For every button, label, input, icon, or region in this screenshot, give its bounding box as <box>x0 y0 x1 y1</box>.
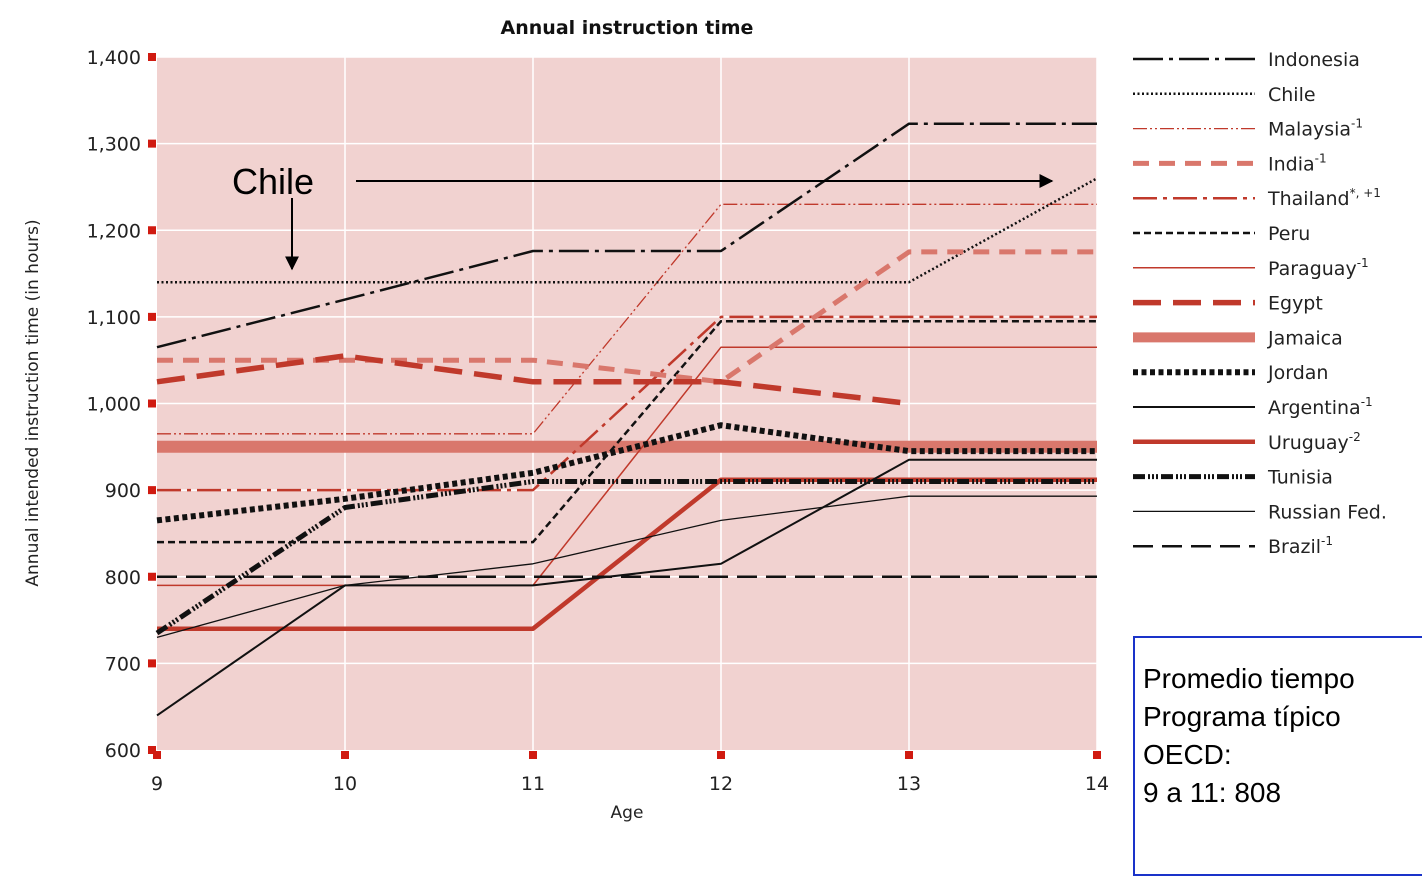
note-line-1: Promedio tiempo <box>1143 663 1355 694</box>
legend-label: Paraguay-1 <box>1268 256 1369 280</box>
series-line-egypt <box>156 353 910 407</box>
y-tick-label: 1,000 <box>87 394 141 416</box>
x-tick-label: 14 <box>1085 773 1109 795</box>
legend-label: Uruguay-2 <box>1268 430 1361 454</box>
legend-label: Argentina-1 <box>1268 395 1373 419</box>
legend-label: Jordan <box>1267 362 1328 384</box>
legend-name: Argentina <box>1268 397 1361 419</box>
y-tick-label: 600 <box>105 740 141 762</box>
legend-label: Malaysia-1 <box>1268 117 1363 141</box>
y-tick-label: 900 <box>105 480 141 502</box>
legend-superscript: -1 <box>1321 534 1333 548</box>
y-tick-mark <box>148 659 156 668</box>
legend-superscript: *, +1 <box>1350 186 1381 200</box>
x-tick-mark <box>717 751 725 759</box>
legend-label: Brazil-1 <box>1268 534 1333 558</box>
x-tick-label: 9 <box>151 773 163 795</box>
y-tick-mark <box>148 139 156 148</box>
x-tick-label: 12 <box>709 773 733 795</box>
x-tick-mark <box>1093 751 1101 759</box>
series-line-chile <box>157 177 1098 284</box>
y-tick-mark <box>148 572 156 581</box>
legend-label: Tunisia <box>1267 467 1333 489</box>
legend-label: Indonesia <box>1268 49 1360 71</box>
legend-superscript: -1 <box>1315 151 1327 165</box>
legend-superscript: -1 <box>1357 256 1369 270</box>
legend-name: Russian Fed. <box>1268 501 1387 523</box>
x-axis-title: Age <box>611 803 644 823</box>
series-lines <box>155 122 1098 717</box>
y-tick-mark <box>148 53 156 61</box>
legend-superscript: -2 <box>1349 430 1361 444</box>
y-axis-title: Annual intended instruction time (in hou… <box>23 219 43 586</box>
legend-name: Brazil <box>1268 536 1321 558</box>
legend-name: Egypt <box>1268 293 1323 315</box>
legend-label: Chile <box>1268 84 1316 106</box>
legend-superscript: -1 <box>1351 117 1363 131</box>
chile-annotation-label: Chile <box>232 161 314 202</box>
legend-name: Jordan <box>1267 362 1328 384</box>
x-tick-label: 10 <box>333 773 357 795</box>
y-tick-mark <box>148 486 156 495</box>
legend-name: Jamaica <box>1267 327 1343 349</box>
y-tick-label: 1,100 <box>87 307 141 329</box>
y-tick-label: 1,400 <box>87 47 141 69</box>
legend-name: Peru <box>1268 223 1310 245</box>
legend-superscript: -1 <box>1361 395 1373 409</box>
series-line-malaysia <box>157 203 1097 435</box>
series-line-india <box>157 249 1097 385</box>
legend-name: Chile <box>1268 84 1316 106</box>
series-line-russian-fed <box>156 495 1097 639</box>
note-line-3: OECD: <box>1143 739 1232 770</box>
y-tick-mark <box>148 312 156 321</box>
series-line-argentina <box>156 458 1097 717</box>
note-line-2: Programa típico <box>1143 701 1341 732</box>
legend-name: Paraguay <box>1268 258 1357 280</box>
series-line-jordan <box>156 422 1097 524</box>
oecd-average-note: Promedio tiempo Programa típico OECD: 9 … <box>1133 636 1422 876</box>
legend-label: Russian Fed. <box>1268 501 1387 523</box>
x-tick-label: 11 <box>521 773 545 795</box>
y-tick-label: 700 <box>105 653 141 675</box>
series-line-peru <box>157 319 1097 544</box>
chart: 600 700 800 900 1,000 1,100 1,200 1,300 1,400 9 10… <box>23 17 1387 823</box>
y-tick-label: 1,200 <box>87 220 141 242</box>
legend-name: Tunisia <box>1267 467 1333 489</box>
y-tick-label: 1,300 <box>87 134 141 156</box>
x-tick-mark <box>341 751 349 759</box>
y-tick-label: 800 <box>105 567 141 589</box>
x-tick-label: 13 <box>897 773 921 795</box>
legend: IndonesiaChileMalaysia-1India-1Thailand*… <box>1133 49 1387 558</box>
y-tick-mark <box>148 746 156 754</box>
series-line-paraguay <box>157 346 1097 587</box>
legend-name: Uruguay <box>1268 432 1349 454</box>
legend-label: India-1 <box>1268 151 1327 175</box>
legend-label: Egypt <box>1268 293 1323 315</box>
y-tick-mark <box>148 399 156 408</box>
chile-annotation: Chile <box>232 161 1054 271</box>
series-line-tunisia <box>155 479 1097 636</box>
note-line-4: 9 a 11: 808 <box>1143 777 1282 808</box>
series-line-indonesia <box>156 122 1097 349</box>
x-tick-mark <box>153 751 161 759</box>
axes: 600 700 800 900 1,000 1,100 1,200 1,300 1,400 9 10… <box>87 47 1110 795</box>
legend-name: India <box>1268 153 1315 175</box>
legend-label: Peru <box>1268 223 1310 245</box>
x-tick-mark <box>529 751 537 759</box>
legend-label: Thailand*, +1 <box>1267 186 1381 210</box>
series-line-thailand <box>157 315 1097 492</box>
legend-name: Indonesia <box>1268 49 1360 71</box>
chart-title: Annual instruction time <box>501 17 754 39</box>
y-tick-mark <box>148 226 156 235</box>
legend-name: Thailand <box>1267 188 1350 210</box>
legend-name: Malaysia <box>1268 119 1351 141</box>
legend-label: Jamaica <box>1267 327 1343 349</box>
x-tick-mark <box>905 751 913 759</box>
